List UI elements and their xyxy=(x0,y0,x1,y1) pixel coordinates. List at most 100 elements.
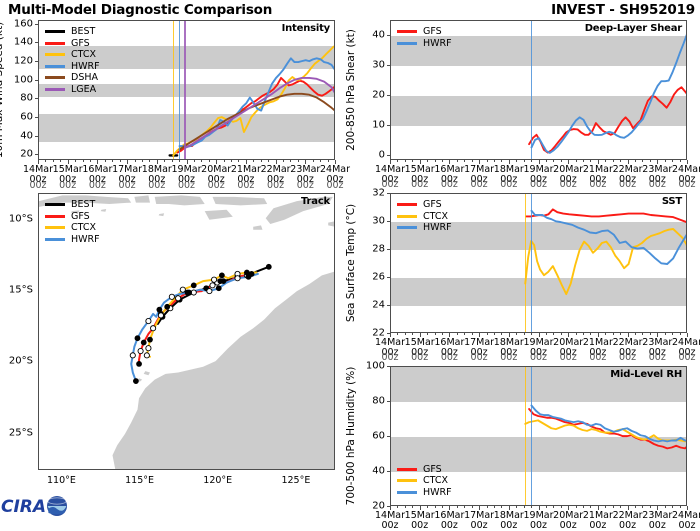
panel-rh[interactable]: GFS CTCX HWRF Mid-Level RH 20 40 60 80 100 700-… xyxy=(345,353,700,531)
x-tick-mark xyxy=(687,333,688,337)
legend-item-gfs[interactable]: GFS xyxy=(397,464,452,476)
y-axis-label: 10m Max Wind Speed (kt) xyxy=(0,21,5,159)
y-tick-label: 60 xyxy=(372,430,385,442)
x-tick-mark xyxy=(568,333,570,337)
x-minor-tick xyxy=(620,333,622,336)
x-tick-date: 22Mar xyxy=(612,510,643,521)
x-tick-label: 16Mar 00z xyxy=(421,165,477,185)
x-minor-tick xyxy=(635,160,637,163)
track-marker-00z xyxy=(147,336,153,343)
sst-lines xyxy=(524,208,686,296)
legend-item-ctcx[interactable]: CTCX xyxy=(397,475,452,487)
x-minor-tick xyxy=(441,333,443,336)
x-tick-date: 22Mar xyxy=(612,337,643,348)
x-minor-tick xyxy=(620,506,622,509)
y-tick-mark xyxy=(34,23,39,25)
intensity-lines xyxy=(168,45,334,157)
legend-item-best[interactable]: BEST xyxy=(45,199,100,211)
x-tick-date: 18Mar xyxy=(493,164,524,175)
x-minor-tick xyxy=(471,333,473,336)
legend-item-gfs[interactable]: GFS xyxy=(45,38,100,50)
y-tick-label: 0 xyxy=(378,149,385,161)
x-tick-mark xyxy=(186,160,188,164)
panel-shear[interactable]: GFS HWRF Deep-Layer Shear 0 10 20 30 40 200-85… xyxy=(345,20,700,184)
x-tick-date: 17Mar xyxy=(464,164,495,175)
y-tick-mark xyxy=(386,155,391,157)
x-minor-tick xyxy=(531,506,533,509)
legend-item-ctcx[interactable]: CTCX xyxy=(397,211,452,223)
y-tick-label: 120 xyxy=(13,55,33,67)
y-tick-label: 100 xyxy=(13,74,33,86)
y-tick-mark xyxy=(34,42,39,44)
x-tick-date: 19Mar xyxy=(523,164,554,175)
y-tick-label: 60 xyxy=(20,111,33,123)
legend-item-hwrf[interactable]: HWRF xyxy=(397,222,452,234)
legend-item-hwrf[interactable]: HWRF xyxy=(45,234,100,246)
x-minor-tick xyxy=(464,506,466,509)
legend-swatch-best xyxy=(45,30,65,34)
legend-item-hwrf[interactable]: HWRF xyxy=(397,487,452,499)
track-marker-12z xyxy=(145,318,152,325)
track-top-hour-label: 00z xyxy=(88,180,106,191)
track-marker-00z xyxy=(190,282,197,289)
x-tick-date: 21Mar xyxy=(582,164,613,175)
x-tick-hour: 00z xyxy=(381,346,399,358)
x-tick-date: 15Mar xyxy=(404,337,435,348)
legend-item-ctcx[interactable]: CTCX xyxy=(45,222,100,234)
legend-item-lgea[interactable]: LGEA xyxy=(45,84,100,96)
y-tick-label: 28 xyxy=(372,243,385,255)
x-tick-date: 22Mar xyxy=(612,164,643,175)
x-minor-tick xyxy=(412,506,414,509)
legend-item-gfs[interactable]: GFS xyxy=(397,199,452,211)
init-time-line-ctcx xyxy=(524,194,526,332)
series-line-gfs xyxy=(525,208,686,223)
x-tick-hour: 00z xyxy=(440,173,458,185)
x-tick-date: 24Mar xyxy=(671,510,700,521)
x-minor-tick xyxy=(464,333,466,336)
shading-band xyxy=(391,367,686,402)
x-tick-mark xyxy=(479,160,481,164)
panel-track[interactable]: BEST GFS CTCX HWRF Track 10°S 15°S 20°S 25°S 11… xyxy=(9,193,335,485)
x-tick-label-top: 00z xyxy=(440,179,458,190)
lon-tick-label: 110°E xyxy=(47,475,76,486)
x-minor-tick xyxy=(590,506,592,509)
legend-swatch-hwrf xyxy=(45,237,65,241)
legend-swatch-dsha xyxy=(45,76,65,80)
legend-item-gfs[interactable]: GFS xyxy=(397,26,452,38)
y-tick-label: 20 xyxy=(372,89,385,101)
legend-item-hwrf[interactable]: HWRF xyxy=(45,61,100,73)
y-tick-mark xyxy=(386,125,391,127)
x-tick-mark xyxy=(449,160,451,164)
x-tick-hour: 00z xyxy=(500,173,518,185)
x-minor-tick xyxy=(612,506,614,509)
panel-sst[interactable]: GFS CTCX HWRF SST 22 24 26 28 30 32 Sea Surface … xyxy=(345,180,700,358)
y-tick-label: 20 xyxy=(20,148,33,160)
shading-band xyxy=(39,114,334,143)
legend-swatch-ctcx xyxy=(45,53,65,57)
x-minor-tick xyxy=(553,160,555,163)
x-tick-mark xyxy=(627,333,629,337)
x-minor-tick xyxy=(397,333,399,336)
x-tick-mark xyxy=(479,506,481,510)
x-tick-date: 20Mar xyxy=(201,164,232,175)
legend-item-dsha[interactable]: DSHA xyxy=(45,72,100,84)
x-tick-label: 24Mar 00z xyxy=(659,165,700,185)
x-minor-tick xyxy=(553,333,555,336)
x-tick-date: 17Mar xyxy=(112,164,143,175)
legend-item-ctcx[interactable]: CTCX xyxy=(45,49,100,61)
x-tick-label: 21Mar 00z xyxy=(570,165,626,185)
y-tick-mark xyxy=(386,95,391,97)
y-tick-mark xyxy=(386,506,391,507)
legend-item-hwrf[interactable]: HWRF xyxy=(397,38,452,50)
x-tick-label-top: 00z xyxy=(648,352,666,363)
y-tick-label: 40 xyxy=(372,465,385,477)
x-minor-tick xyxy=(179,160,181,163)
track-top-hour-label: 00z xyxy=(207,180,225,191)
x-tick-label: 20Mar 00z xyxy=(188,165,244,185)
x-minor-tick xyxy=(553,506,555,509)
legend-item-gfs[interactable]: GFS xyxy=(45,211,100,223)
track-marker-00z xyxy=(140,339,147,346)
panel-intensity[interactable]: BEST GFS CTCX HWRF DSHA LGEA Intensity 20 40 60… xyxy=(0,18,350,184)
x-tick-label: 17Mar 00z xyxy=(451,338,507,358)
legend-item-best[interactable]: BEST xyxy=(45,26,100,38)
